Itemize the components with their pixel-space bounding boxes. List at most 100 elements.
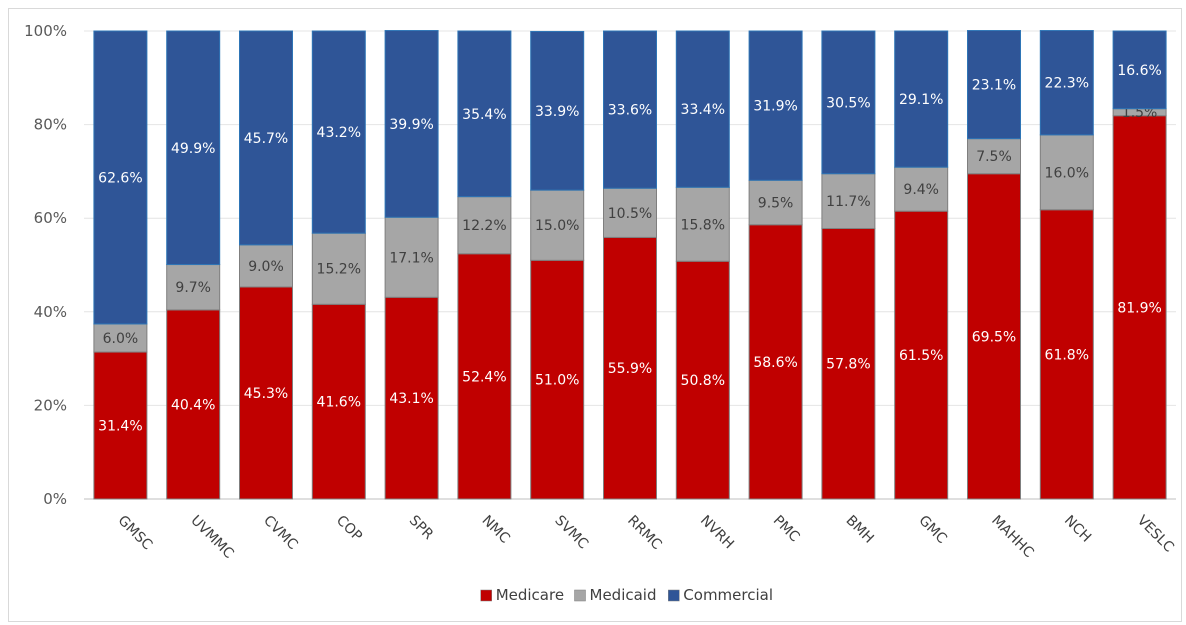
bar-medicare xyxy=(1112,115,1167,500)
data-label: 49.9% xyxy=(171,141,215,157)
data-label: 33.4% xyxy=(681,102,725,118)
data-label: 61.5% xyxy=(899,348,943,364)
category-label: SPR xyxy=(406,513,437,544)
data-label: 61.8% xyxy=(1045,347,1089,363)
data-label: 35.4% xyxy=(462,107,506,123)
bar-medicare xyxy=(530,259,585,500)
bar-commercial xyxy=(530,30,585,191)
bar-commercial xyxy=(384,30,439,218)
bar-commercial xyxy=(894,30,949,168)
data-label: 12.2% xyxy=(462,218,506,234)
bar-commercial xyxy=(967,30,1021,140)
bar-medicare xyxy=(967,173,1021,500)
bar-commercial xyxy=(311,30,366,234)
data-label: 7.5% xyxy=(976,149,1012,165)
data-label: 9.7% xyxy=(175,280,211,296)
data-label: 41.6% xyxy=(317,395,361,411)
data-label: 33.9% xyxy=(535,104,579,120)
y-tick-label: 80% xyxy=(34,116,67,134)
data-label: 40.4% xyxy=(171,397,215,413)
data-label: 45.3% xyxy=(244,386,288,402)
bar-medicare xyxy=(93,351,148,500)
y-tick-label: 100% xyxy=(24,22,67,40)
data-label: 9.0% xyxy=(248,259,284,275)
data-label: 6.0% xyxy=(103,331,139,347)
legend-swatch-commercial xyxy=(668,589,680,602)
bar-commercial xyxy=(603,30,657,189)
data-label: 55.9% xyxy=(608,361,652,377)
data-label: 81.9% xyxy=(1117,300,1161,316)
data-label: 50.8% xyxy=(681,373,725,389)
bar-medicare xyxy=(894,210,949,500)
data-label: 43.2% xyxy=(317,125,361,141)
data-label: 39.9% xyxy=(389,117,433,133)
data-label: 23.1% xyxy=(972,78,1016,94)
data-label: 31.4% xyxy=(98,419,142,435)
bar-medicare xyxy=(311,303,366,500)
bar-commercial xyxy=(457,30,512,198)
legend-label-medicaid: Medicaid xyxy=(590,586,657,604)
data-label: 30.5% xyxy=(826,95,870,111)
data-label: 69.5% xyxy=(972,329,1016,345)
category-label: GMC xyxy=(915,513,950,548)
bar-medicaid xyxy=(93,323,148,353)
data-label: 62.6% xyxy=(98,170,142,186)
category-label: RRMC xyxy=(624,513,665,554)
category-label: SVMC xyxy=(551,513,591,553)
data-label: 58.6% xyxy=(753,355,797,371)
category-label: BMH xyxy=(843,513,877,547)
bar-medicaid xyxy=(384,216,439,298)
category-label: PMC xyxy=(770,513,803,546)
bar-medicaid xyxy=(166,264,221,311)
bar-commercial xyxy=(1039,30,1094,136)
y-tick-label: 40% xyxy=(34,303,67,321)
data-label: 51.0% xyxy=(535,373,579,389)
category-label: VESLC xyxy=(1134,513,1177,556)
category-label: NCH xyxy=(1061,513,1094,546)
bar-medicaid xyxy=(748,179,803,226)
data-label: 33.6% xyxy=(608,103,652,119)
bar-commercial xyxy=(166,30,221,266)
data-label: 52.4% xyxy=(462,369,506,385)
data-label: 10.5% xyxy=(608,206,652,222)
bar-commercial xyxy=(93,30,148,325)
bar-medicare xyxy=(1039,209,1094,500)
category-label: NVRH xyxy=(697,513,737,553)
data-label: 15.2% xyxy=(317,262,361,278)
category-label: MAHHC xyxy=(988,513,1037,562)
category-label: GMSC xyxy=(115,513,156,554)
data-label: 1.5% xyxy=(1122,105,1158,121)
data-label: 9.4% xyxy=(903,182,939,198)
y-tick-label: 0% xyxy=(43,490,67,508)
bar-medicare xyxy=(675,260,730,500)
bar-medicare xyxy=(603,236,657,500)
y-tick-label: 60% xyxy=(34,209,67,227)
bar-commercial xyxy=(821,30,876,175)
bar-medicare xyxy=(821,227,876,500)
legend-label-commercial: Commercial xyxy=(683,586,773,604)
legend-label-medicare: Medicare xyxy=(496,586,564,604)
bar-commercial xyxy=(748,30,803,181)
data-label: 45.7% xyxy=(244,131,288,147)
bar-commercial xyxy=(239,30,293,246)
legend-swatch-medicaid xyxy=(574,589,586,602)
data-label: 16.0% xyxy=(1045,165,1089,181)
data-label: 15.0% xyxy=(535,218,579,234)
data-label: 31.9% xyxy=(753,99,797,115)
data-label: 29.1% xyxy=(899,92,943,108)
category-label: CVMC xyxy=(260,513,301,554)
category-label: UVMMC xyxy=(187,513,236,562)
category-label: NMC xyxy=(479,513,513,547)
data-label: 16.6% xyxy=(1117,63,1161,79)
data-label: 43.1% xyxy=(389,391,433,407)
bar-medicare xyxy=(166,309,221,500)
data-label: 11.7% xyxy=(826,194,870,210)
bar-medicare xyxy=(748,224,803,500)
bar-commercial xyxy=(675,30,730,188)
data-label: 17.1% xyxy=(389,250,433,266)
y-tick-label: 20% xyxy=(34,396,67,414)
bar-medicare xyxy=(457,253,512,500)
bar-medicaid xyxy=(967,138,1021,175)
data-label: 9.5% xyxy=(758,196,794,212)
